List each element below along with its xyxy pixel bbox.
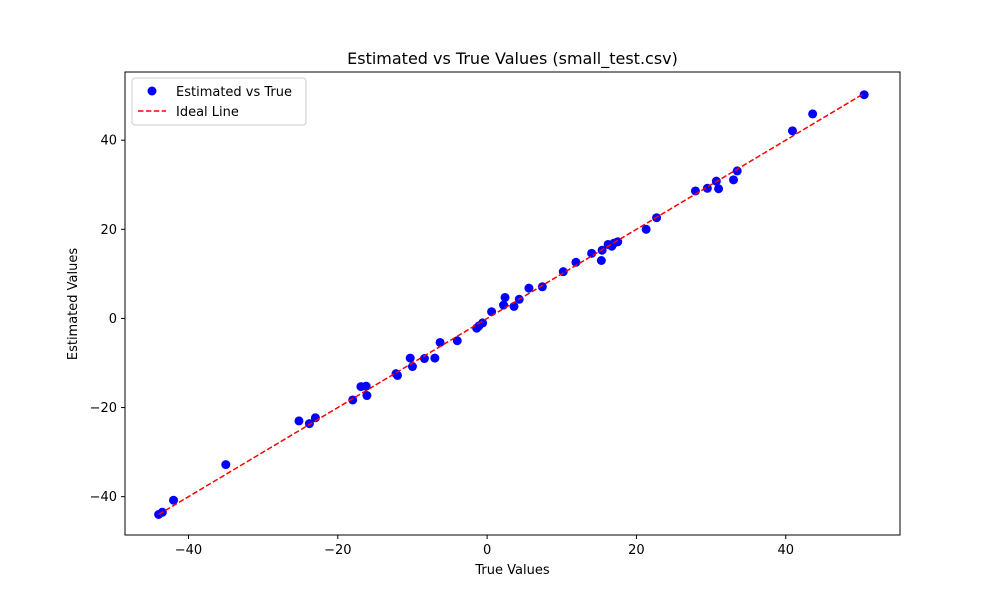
scatter-point	[641, 224, 651, 234]
scatter-point	[405, 353, 415, 363]
scatter-point	[500, 292, 510, 302]
scatter-point	[361, 381, 371, 391]
scatter-point	[348, 395, 358, 405]
scatter-point	[571, 257, 581, 267]
scatter-point	[808, 109, 818, 119]
x-tick-label: −20	[324, 543, 351, 558]
axis-ticks: −40 −20 0 20 40 −40 −20 0 20 40	[90, 134, 794, 558]
scatter-point	[478, 318, 488, 328]
scatter-point	[294, 416, 304, 426]
y-tick-label: −20	[90, 401, 117, 416]
x-tick-label: 40	[777, 543, 794, 558]
ideal-line	[158, 92, 865, 516]
scatter-point	[304, 419, 314, 429]
scatter-point	[859, 90, 869, 100]
legend: Estimated vs True Ideal Line	[131, 77, 307, 126]
plot-area	[154, 90, 869, 520]
x-tick-label: −40	[175, 543, 202, 558]
scatter-point	[524, 283, 534, 293]
legend-label-points: Estimated vs True	[176, 85, 292, 100]
x-tick-label: 0	[483, 543, 491, 558]
scatter-point	[419, 354, 429, 364]
y-tick-label: 0	[109, 312, 117, 327]
plot-frame	[124, 71, 901, 536]
scatter-point	[362, 391, 372, 401]
scatter-point	[169, 495, 179, 505]
legend-point-marker	[147, 86, 157, 96]
y-tick-label: 20	[100, 223, 117, 238]
scatter-point	[729, 175, 739, 185]
legend-box	[131, 77, 307, 126]
x-axis-label: True Values	[474, 563, 549, 578]
chart-title: Estimated vs True Values (small_test.csv…	[347, 49, 678, 69]
scatter-point	[537, 282, 547, 292]
y-axis-label: Estimated Values	[66, 248, 81, 361]
scatter-point	[714, 184, 724, 194]
scatter-point	[221, 460, 231, 470]
scatter-point	[435, 337, 445, 347]
legend-label-line: Ideal Line	[176, 105, 239, 120]
scatter-point	[430, 353, 440, 363]
scatter-point	[587, 248, 597, 258]
scatter-point	[787, 126, 797, 136]
y-tick-label: 40	[100, 134, 117, 149]
scatter-point	[732, 166, 742, 176]
scatter-point	[613, 237, 623, 247]
scatter-point	[499, 300, 509, 310]
scatter-point	[393, 370, 403, 380]
scatter-point	[596, 255, 606, 265]
x-tick-label: 20	[628, 543, 645, 558]
y-tick-label: −40	[90, 490, 117, 505]
